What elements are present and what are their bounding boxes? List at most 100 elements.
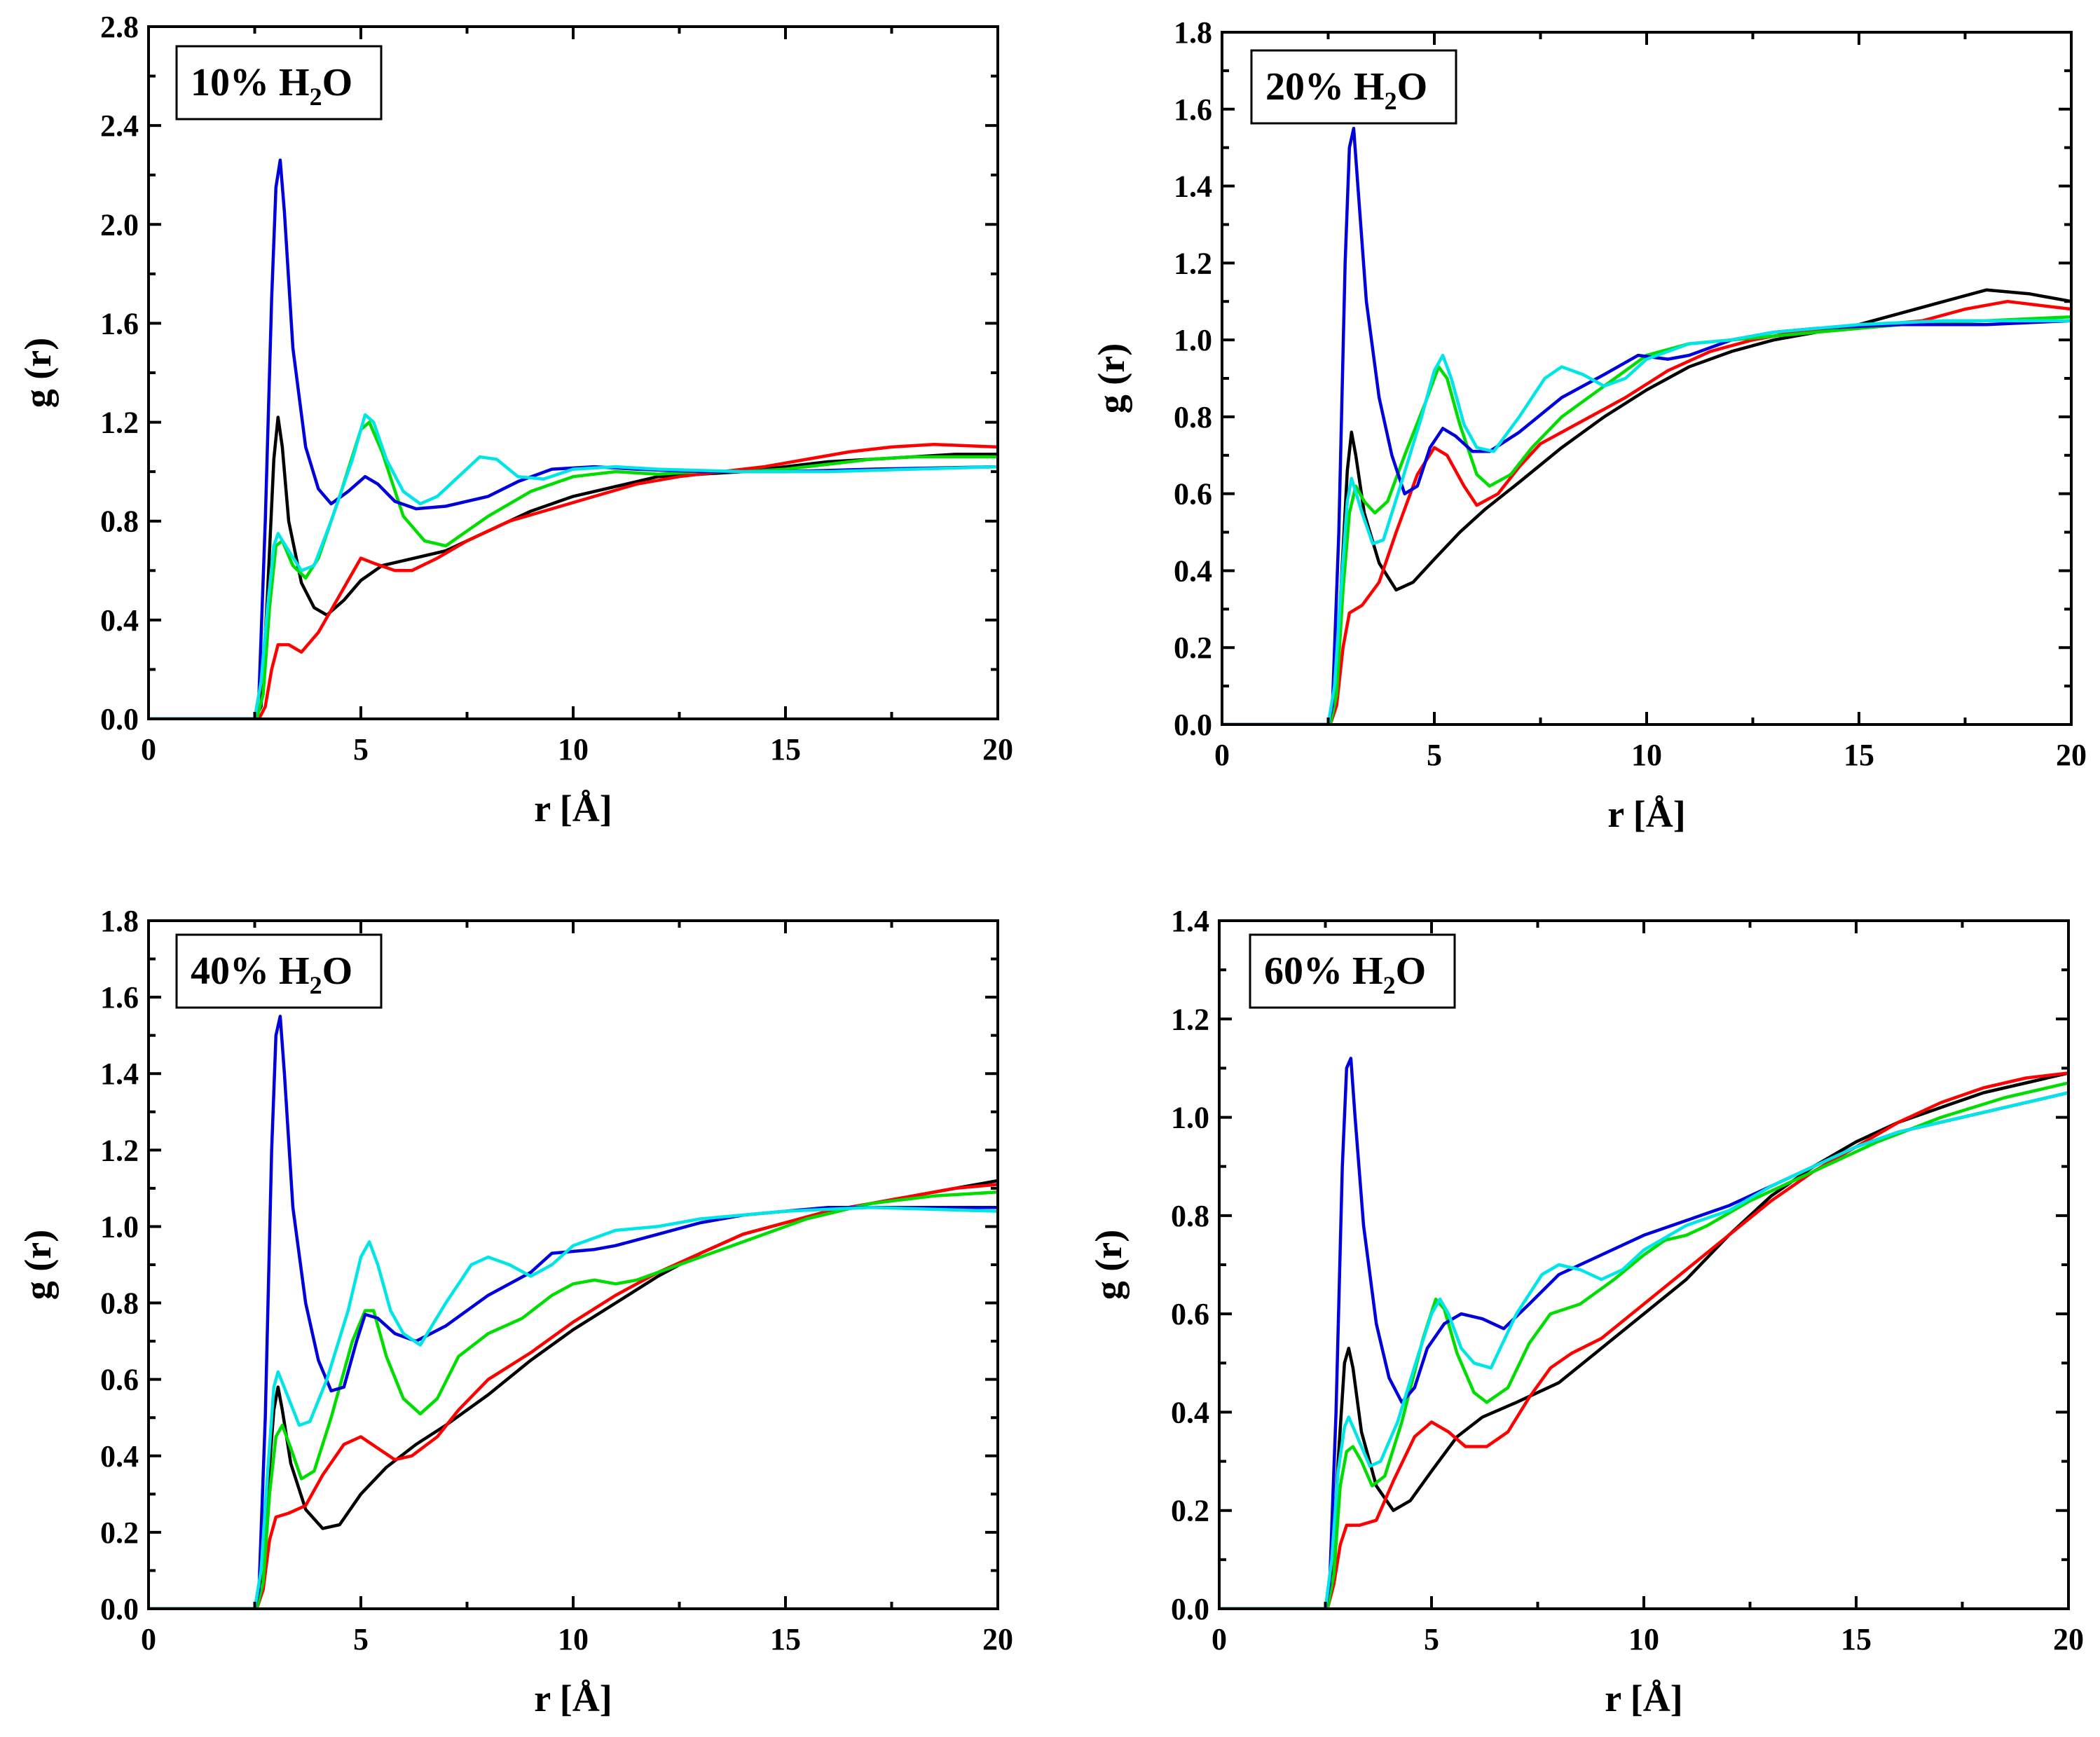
- plot-frame: [147, 919, 999, 1610]
- x-tick-label: 15: [770, 732, 801, 767]
- series-line-blue: [149, 1015, 998, 1609]
- y-tick-label: 2.0: [100, 207, 139, 242]
- series-line-green: [149, 1190, 998, 1609]
- plot-frame: [1218, 919, 2070, 1610]
- y-tick-label: 1.4: [1171, 904, 1209, 938]
- x-tick-label: 15: [770, 1622, 801, 1656]
- chart-panel-4: 0 5 10 15 20 0.0 0.2 0.4 0.6 0.8 1.0 1.2 1.4 r [Å] g (…: [1087, 904, 2084, 1719]
- y-tick-label: 1.0: [100, 1209, 139, 1244]
- panel-label-main: 40% H: [191, 949, 310, 993]
- panel-label-box: [1250, 49, 1457, 125]
- x-tick-label: 5: [1424, 1622, 1439, 1656]
- x-tick-label: 10: [558, 1622, 589, 1656]
- x-tick-label: 0: [141, 1622, 156, 1656]
- x-tick-label: 5: [1427, 738, 1442, 772]
- x-tick-label: 10: [1631, 738, 1662, 772]
- panel-label-suffix: O: [322, 949, 353, 993]
- x-tick-label: 0: [1214, 738, 1230, 772]
- y-tick-label: 2.8: [100, 10, 139, 44]
- x-tick-label: 20: [982, 1622, 1013, 1656]
- series-line-cyan: [149, 413, 998, 719]
- series-line-red: [149, 443, 998, 719]
- x-tick-label: 15: [1841, 1622, 1872, 1656]
- chart-panel-1: 0 5 10 15 20 0.0 0.4 0.8 1.2 1.6 2.0 2.4 2.8 r [Å] g (…: [17, 10, 1013, 830]
- y-tick-label: 0.0: [1171, 1592, 1209, 1626]
- x-tick-label: 0: [1212, 1622, 1227, 1656]
- y-tick-label: 1.2: [100, 1133, 139, 1167]
- y-tick-label: 1.6: [1174, 92, 1212, 127]
- y-tick-label: 0.6: [100, 1363, 139, 1397]
- panel-label-box: [175, 933, 383, 1009]
- y-tick-label: 0.2: [1171, 1494, 1209, 1528]
- y-tick-label: 1.4: [100, 1057, 139, 1091]
- x-tick-label: 10: [558, 732, 589, 767]
- y-axis-title: g (r): [1087, 1230, 1130, 1300]
- panel-label-subscript: 2: [1385, 87, 1397, 115]
- x-axis-title: r [Å]: [1607, 793, 1685, 835]
- series-group: [149, 1015, 998, 1609]
- x-tick-label: 20: [2053, 1622, 2084, 1656]
- y-tick-label: 0.4: [1174, 554, 1212, 588]
- x-axis-title: r [Å]: [534, 1677, 612, 1719]
- panel-label-suffix: O: [322, 61, 353, 104]
- x-tick-label: 5: [353, 1622, 369, 1656]
- y-axis-title: g (r): [1090, 343, 1132, 413]
- panel-label-box: [175, 45, 383, 121]
- series-line-cyan: [1222, 319, 2071, 725]
- x-tick-label: 20: [2056, 738, 2087, 772]
- series-line-cyan: [1219, 1091, 2068, 1609]
- y-tick-label: 0.6: [1174, 477, 1212, 512]
- panel-label-main: 10% H: [191, 61, 310, 104]
- panel-label-subscript: 2: [1383, 971, 1396, 999]
- series-group: [1219, 1057, 2068, 1609]
- series-line-black: [1222, 288, 2071, 725]
- y-tick-label: 0.2: [100, 1516, 139, 1550]
- y-tick-label: 1.2: [1171, 1002, 1209, 1036]
- x-tick-label: 15: [1844, 738, 1874, 772]
- series-line-red: [1219, 1071, 2068, 1609]
- panel-label: 10% H2O: [191, 61, 352, 111]
- y-tick-label: 1.8: [1174, 15, 1212, 50]
- x-axis-title: r [Å]: [1605, 1677, 1682, 1719]
- series-line-green: [1222, 315, 2071, 725]
- series-group: [149, 158, 998, 719]
- series-line-cyan: [149, 1205, 998, 1609]
- y-tick-label: 0.4: [100, 1439, 139, 1474]
- series-line-green: [1219, 1081, 2068, 1609]
- y-tick-label: 0.4: [100, 603, 139, 638]
- y-tick-label: 1.0: [1171, 1101, 1209, 1135]
- y-axis-title: g (r): [17, 1230, 59, 1300]
- y-tick-label: 0.8: [1171, 1199, 1209, 1233]
- x-tick-label: 0: [141, 732, 156, 767]
- panel-label-main: 60% H: [1264, 949, 1383, 993]
- y-tick-label: 0.0: [100, 702, 139, 736]
- panel-label-suffix: O: [1397, 65, 1428, 109]
- panel-label: 20% H2O: [1265, 65, 1427, 115]
- y-tick-label: 2.4: [100, 109, 139, 143]
- y-axis-title: g (r): [17, 338, 59, 408]
- y-tick-label: 1.6: [100, 306, 139, 341]
- y-tick-label: 0.8: [100, 504, 139, 539]
- y-tick-label: 1.0: [1174, 323, 1212, 357]
- series-line-blue: [1222, 126, 2071, 725]
- series-line-black: [149, 416, 998, 719]
- plot-frame: [147, 25, 999, 720]
- chart-panel-2: 0 5 10 15 20 0.0 0.2 0.4 0.6 0.8 1.0 1.2 1.4 1.6 1.8 r …: [1090, 15, 2087, 835]
- y-tick-label: 1.2: [1174, 246, 1212, 280]
- y-tick-label: 1.8: [100, 904, 139, 938]
- panel-label: 40% H2O: [191, 949, 352, 999]
- x-tick-label: 20: [982, 732, 1013, 767]
- x-tick-label: 5: [353, 732, 369, 767]
- panel-label-main: 20% H: [1265, 65, 1385, 109]
- y-tick-label: 0.8: [100, 1286, 139, 1321]
- series-group: [1222, 126, 2071, 725]
- series-line-black: [1219, 1071, 2068, 1609]
- y-tick-label: 1.2: [100, 406, 139, 440]
- panel-label: 60% H2O: [1264, 949, 1426, 999]
- y-tick-label: 0.0: [100, 1592, 139, 1626]
- y-tick-label: 1.4: [1174, 170, 1212, 204]
- panel-label-suffix: O: [1396, 949, 1427, 993]
- y-tick-label: 0.8: [1174, 400, 1212, 434]
- y-tick-label: 0.2: [1174, 631, 1212, 665]
